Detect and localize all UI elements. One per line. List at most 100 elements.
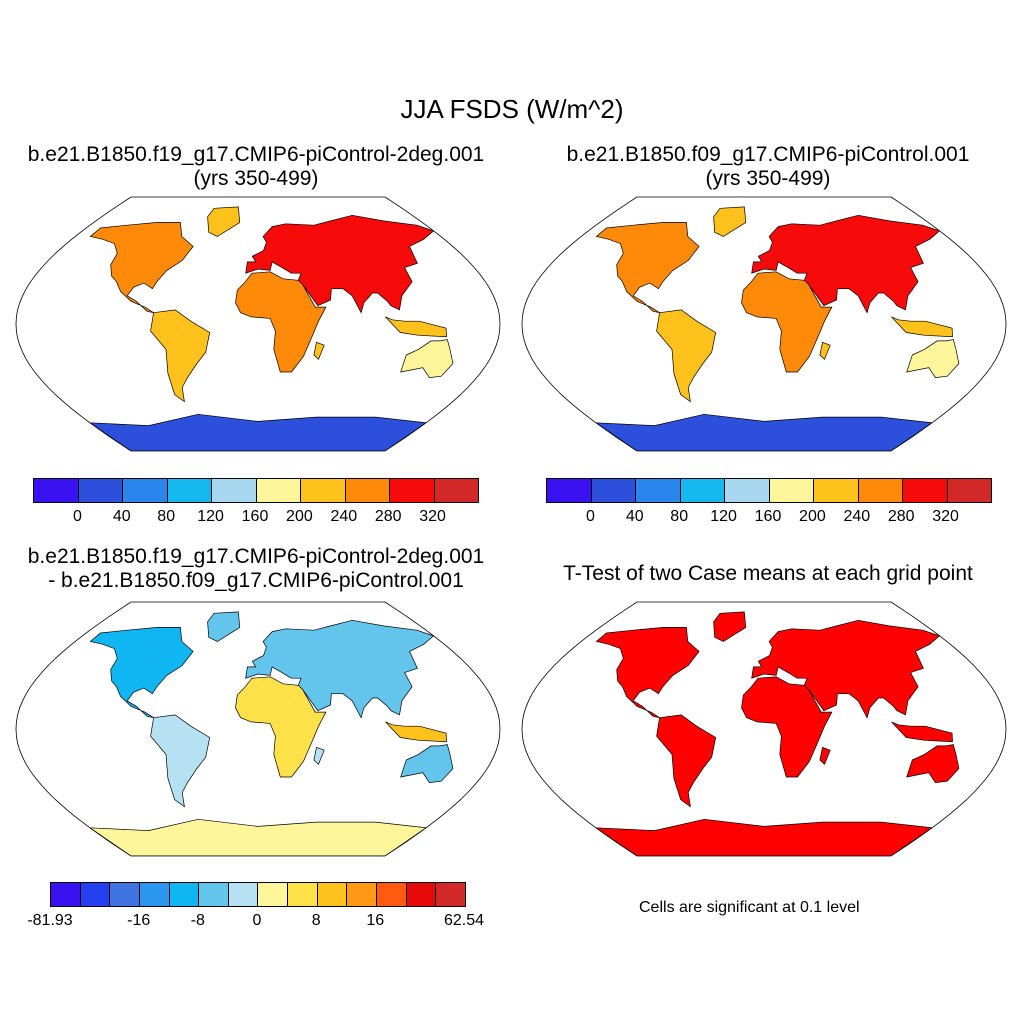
map-case1	[15, 196, 501, 452]
colorbar-tick-label: 8	[311, 912, 321, 929]
colorbar-tick-label: 240	[330, 508, 358, 525]
panel2-title: b.e21.B1850.f09_g17.CMIP6-piControl.001 …	[512, 143, 1024, 191]
colorbar-swatch-13	[436, 883, 465, 906]
colorbar-tick-label: 200	[286, 508, 313, 525]
colorbar-tick-label: 62.54	[443, 912, 485, 929]
colorbar-swatch-4	[725, 479, 770, 502]
colorbar-swatch-5	[199, 883, 229, 906]
colorbar-swatch-1	[591, 479, 636, 502]
landmass-antarctica	[88, 413, 428, 451]
landmass-indonesia	[891, 721, 953, 743]
landmass-madagascar	[313, 746, 325, 765]
map-case2	[521, 196, 1007, 452]
colorbar-tick-label: 40	[112, 508, 131, 525]
colorbar-case1	[33, 478, 479, 503]
colorbar-tick-label: 280	[374, 508, 402, 525]
landmass-antarctica	[594, 818, 934, 856]
colorbar-swatch-9	[947, 479, 991, 502]
colorbar-tick-label: 0	[72, 508, 82, 525]
landmass-namerica	[89, 222, 194, 314]
colorbar-tick-label: 40	[625, 508, 644, 525]
colorbar-swatch-8	[288, 883, 318, 906]
landmass-indonesia	[385, 316, 447, 338]
colorbar-tick-label: 16	[366, 912, 385, 929]
panel4-title: T-Test of two Case means at each grid po…	[563, 562, 973, 585]
landmass-australia	[400, 339, 454, 378]
colorbar-difference-ticks: -81.93 -16 -8 0 8 16 62.54	[27, 912, 484, 934]
colorbar-tick-label: 160	[241, 508, 269, 525]
map-outline	[521, 601, 1007, 857]
map-ttest	[521, 601, 1007, 857]
landmass-namerica	[595, 222, 700, 314]
panel3-title: b.e21.B1850.f19_g17.CMIP6-piControl-2deg…	[0, 545, 512, 593]
colorbar-tick-label: 240	[843, 508, 871, 525]
colorbar-swatch-0	[547, 479, 592, 502]
colorbar-tick-label: 120	[197, 508, 224, 525]
colorbar-swatch-12	[406, 883, 437, 906]
colorbar-swatch-4	[169, 883, 200, 906]
landmass-samerica	[656, 309, 717, 403]
landmass-antarctica	[594, 413, 934, 451]
colorbar-case2	[546, 478, 992, 503]
panel3-title-line2: - b.e21.B1850.f09_g17.CMIP6-piControl.00…	[48, 569, 464, 592]
colorbar-swatch-2	[123, 479, 168, 502]
colorbar-swatch-4	[212, 479, 257, 502]
colorbar-swatch-7	[858, 479, 903, 502]
colorbar-tick-label: 0	[252, 912, 262, 929]
landmass-madagascar	[819, 746, 831, 765]
panel2-title-line1: b.e21.B1850.f09_g17.CMIP6-piControl.001	[566, 143, 970, 166]
landmass-samerica	[150, 714, 211, 808]
colorbar-case1-ticks: 0 40 80 120 160 200 240 280 320	[33, 508, 477, 530]
colorbar-swatch-3	[680, 479, 725, 502]
colorbar-swatch-6	[814, 479, 859, 502]
map-outline	[15, 196, 501, 452]
landmass-australia	[906, 339, 960, 378]
landmass-greenland	[713, 206, 747, 237]
panel1-title-line2: (yrs 350-499)	[193, 167, 319, 190]
landmass-australia	[400, 744, 454, 783]
colorbar-tick-label: 80	[157, 508, 176, 525]
colorbar-swatch-2	[110, 883, 140, 906]
colorbar-tick-label: 320	[932, 508, 959, 525]
map-difference	[15, 601, 501, 857]
significance-note: Cells are significant at 0.1 level	[639, 899, 860, 916]
landmass-africa	[235, 676, 327, 778]
colorbar-swatch-0	[34, 479, 79, 502]
colorbar-swatch-5	[769, 479, 814, 502]
landmass-indonesia	[891, 316, 953, 338]
landmass-eurasia	[751, 214, 941, 314]
colorbar-swatch-6	[301, 479, 346, 502]
colorbar-difference	[50, 882, 466, 907]
colorbar-swatch-7	[258, 883, 289, 906]
colorbar-tick-label: 80	[670, 508, 689, 525]
landmass-madagascar	[819, 341, 831, 360]
colorbar-swatch-10	[347, 883, 378, 906]
colorbar-tick-label: 200	[799, 508, 826, 525]
colorbar-swatch-11	[377, 883, 407, 906]
landmass-africa	[235, 271, 327, 373]
panel2-title-line2: (yrs 350-499)	[705, 167, 831, 190]
colorbar-tick-label: 320	[419, 508, 446, 525]
colorbar-case2-ticks: 0 40 80 120 160 200 240 280 320	[546, 508, 990, 530]
landmass-samerica	[150, 309, 211, 403]
landmass-eurasia	[245, 619, 435, 719]
panel1-title: b.e21.B1850.f19_g17.CMIP6-piControl-2deg…	[0, 143, 512, 191]
colorbar-swatch-8	[390, 479, 435, 502]
colorbar-swatch-3	[139, 883, 170, 906]
landmass-africa	[741, 271, 833, 373]
colorbar-swatch-1	[80, 883, 111, 906]
panel3-title-line1: b.e21.B1850.f19_g17.CMIP6-piControl-2deg…	[27, 545, 485, 568]
landmass-namerica	[89, 627, 194, 719]
map-outline	[521, 196, 1007, 452]
colorbar-tick-label: 120	[710, 508, 737, 525]
landmass-africa	[741, 676, 833, 778]
landmass-greenland	[207, 206, 241, 237]
colorbar-swatch-5	[256, 479, 301, 502]
landmass-madagascar	[313, 341, 325, 360]
colorbar-swatch-7	[345, 479, 390, 502]
landmass-greenland	[713, 611, 747, 642]
colorbar-swatch-9	[434, 479, 478, 502]
map-outline	[15, 601, 501, 857]
landmass-namerica	[595, 627, 700, 719]
colorbar-tick-label: -16	[127, 912, 151, 929]
